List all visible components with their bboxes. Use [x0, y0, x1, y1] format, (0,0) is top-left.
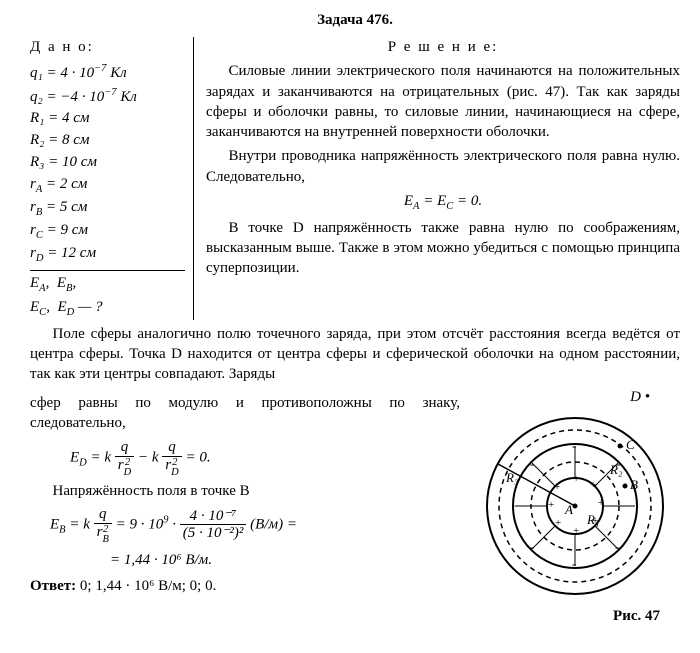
svg-text:+: +	[573, 473, 579, 485]
equation-eb: EB = k qr2B = 9 · 109 · 4 · 10⁻⁷(5 · 10⁻…	[50, 506, 460, 572]
figure-caption: Рис. 47	[470, 608, 680, 625]
full-p2-wrap: сфер равны по модулю и противоположны по…	[30, 393, 460, 434]
given-line: R₂ = 8 см	[30, 130, 185, 152]
label-r1: R₁	[586, 512, 599, 527]
svg-text:+: +	[554, 481, 560, 493]
label-b: B	[630, 477, 638, 492]
given-line: R₁ = 4 см	[30, 108, 185, 130]
solution-p1: Силовые линии электрического поля начина…	[206, 61, 680, 142]
solution-header: Р е ш е н и е:	[206, 37, 680, 57]
full-width-text: Поле сферы аналогично полю точечного зар…	[30, 324, 680, 385]
svg-text:-: -	[572, 556, 576, 571]
bottom-wrap: сфер равны по модулю и противоположны по…	[30, 389, 680, 625]
formula-eaec: EA = EC = 0.	[206, 191, 680, 214]
given-line: R₃ = 10 см	[30, 152, 185, 174]
given-line: rD = 12 см	[30, 243, 185, 266]
given-solution-row: Д а н о: q₁ = 4 · 10−7 Кл q₂ = −4 · 10−7…	[30, 37, 680, 320]
equation-ed: ED = k qr2D − k qr2D = 0.	[70, 439, 460, 477]
svg-text:+: +	[590, 479, 596, 491]
answer-line: Ответ: 0; 1,44 · 10⁶ В/м; 0; 0.	[30, 578, 460, 595]
given-block: Д а н о: q₁ = 4 · 10−7 Кл q₂ = −4 · 10−7…	[30, 37, 194, 320]
solution-p2: Внутри проводника напряжённость электрич…	[206, 146, 680, 187]
answer-value: 0; 1,44 · 10⁶ В/м; 0; 0.	[80, 578, 216, 594]
given-line: rA = 2 см	[30, 174, 185, 197]
label-r2: R₂	[609, 462, 623, 477]
answer-label: Ответ:	[30, 578, 80, 594]
find-line: EA, EB,	[30, 273, 185, 296]
point-d-label: D •	[470, 389, 680, 406]
problem-title: Задача 476.	[30, 12, 680, 29]
svg-text:-: -	[514, 497, 518, 512]
svg-text:-: -	[572, 438, 576, 453]
figure-47: +++ +++ ++ --- --- --	[470, 406, 680, 606]
svg-text:+: +	[555, 517, 561, 529]
svg-text:+: +	[598, 497, 604, 509]
label-c: C	[626, 437, 635, 452]
solution-block: Р е ш е н и е: Силовые линии электрическ…	[194, 37, 680, 320]
full-p2: сфер равны по модулю и противоположны по…	[30, 393, 460, 434]
full-p1: Поле сферы аналогично полю точечного зар…	[30, 324, 680, 385]
figure-column: D • +++ +++ ++	[470, 389, 680, 625]
given-separator: EA, EB, EC, ED — ?	[30, 270, 185, 319]
find-line: EC, ED — ?	[30, 297, 185, 320]
eb-intro: Напряжённость поля в точке B	[30, 483, 460, 500]
given-line: rC = 9 см	[30, 220, 185, 243]
svg-text:+: +	[548, 499, 554, 511]
solution-p3: В точке D напряжённость также равна нулю…	[206, 218, 680, 279]
given-line: q₁ = 4 · 10−7 Кл	[30, 61, 185, 85]
given-header: Д а н о:	[30, 37, 185, 59]
given-line: rB = 5 см	[30, 197, 185, 220]
svg-text:+: +	[573, 525, 579, 537]
svg-text:-: -	[630, 497, 634, 512]
svg-text:-: -	[530, 539, 534, 554]
left-column: сфер равны по модулю и противоположны по…	[30, 389, 460, 625]
svg-text:-: -	[615, 539, 619, 554]
svg-text:-: -	[530, 456, 534, 471]
label-a: A	[564, 502, 573, 517]
physics-problem-page: Задача 476. Д а н о: q₁ = 4 · 10−7 Кл q₂…	[0, 0, 700, 635]
eb-result: = 1,44 · 10⁶ В/м.	[110, 548, 460, 572]
label-r3: R₃	[505, 470, 518, 485]
given-line: q₂ = −4 · 10−7 Кл	[30, 85, 185, 109]
